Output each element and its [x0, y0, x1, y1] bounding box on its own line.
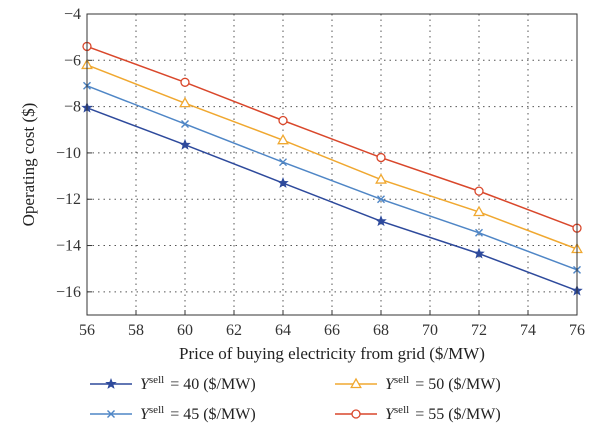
series-1 — [81, 101, 583, 296]
x-tick-label: 56 — [79, 322, 95, 339]
legend-superscript: sell — [148, 374, 165, 386]
legend-swatch — [90, 377, 132, 389]
legend-marker — [350, 377, 362, 389]
y-tick-label: −12 — [56, 191, 81, 208]
y-tick-label: −4 — [64, 6, 81, 23]
x-tick-label: 66 — [324, 322, 340, 339]
data-point-triangle — [473, 205, 485, 217]
legend-symbol: Y — [385, 376, 394, 393]
data-point-star — [473, 247, 485, 259]
data-point-circle — [474, 186, 484, 196]
legend-swatch — [90, 410, 132, 418]
y-tick-label: −16 — [56, 284, 81, 301]
data-point-star — [179, 138, 191, 150]
line-chart: 56 58 60 62 64 66 68 70 72 74 76 −4 −6 −8 −10 −12 −14 −16… — [19, 6, 585, 363]
tick-labels: 56 58 60 62 64 66 68 70 72 74 76 −4 −6 −8 −10 −12 −14 −16 — [56, 6, 585, 339]
x-tick-label: 60 — [177, 322, 193, 339]
legend-symbol: Y — [140, 406, 149, 423]
data-point-triangle — [277, 133, 289, 145]
data-point-x — [181, 119, 189, 128]
grid — [86, 13, 578, 315]
x-tick-label: 58 — [128, 322, 144, 339]
x-tick-label: 62 — [226, 322, 242, 339]
legend-superscript: sell — [393, 404, 410, 416]
series-line — [86, 64, 578, 250]
x-tick-label: 64 — [275, 322, 291, 339]
legend-value: = 55 ($/MW) — [411, 406, 501, 423]
series-line — [86, 107, 578, 292]
legend-swatch — [335, 409, 377, 419]
legend-value: = 40 ($/MW) — [166, 376, 256, 393]
x-tick-label: 70 — [422, 322, 438, 339]
legend-label: Ysell = 45 ($/MW) — [140, 404, 256, 424]
x-tick-label: 74 — [520, 322, 536, 339]
data-point-star — [277, 176, 289, 188]
legend: Ysell = 40 ($/MW) Ysell = 50 ($/MW) Ysell … — [88, 374, 558, 434]
y-tick-label: −14 — [56, 238, 81, 255]
data-point-triangle — [375, 173, 387, 184]
legend-value: = 45 ($/MW) — [166, 406, 256, 423]
series-line — [86, 45, 578, 229]
legend-item: Ysell = 55 ($/MW) — [333, 404, 501, 424]
plot-frame — [86, 13, 578, 316]
series-2 — [83, 81, 581, 274]
y-tick-label: −6 — [64, 52, 81, 69]
data-point-circle — [180, 77, 190, 87]
legend-symbol: Y — [140, 376, 149, 393]
legend-item: Ysell = 40 ($/MW) — [88, 374, 256, 394]
legend-marker — [351, 409, 361, 419]
data-point-circle — [376, 152, 386, 163]
data-point-x — [377, 195, 385, 204]
legend-item: Ysell = 45 ($/MW) — [88, 404, 256, 424]
data-point-x — [475, 228, 483, 237]
y-axis-label: Operating cost ($) — [19, 103, 38, 227]
series-group — [81, 41, 583, 296]
legend-swatch — [335, 377, 377, 389]
x-axis-label: Price of buying electricity from grid ($… — [179, 344, 485, 363]
data-point-triangle — [179, 96, 191, 108]
x-tick-label: 76 — [569, 322, 585, 339]
legend-superscript: sell — [393, 374, 410, 386]
legend-label: Ysell = 40 ($/MW) — [140, 374, 256, 394]
legend-symbol: Y — [385, 406, 394, 423]
x-tick-label: 72 — [471, 322, 487, 339]
legend-label: Ysell = 50 ($/MW) — [385, 374, 501, 394]
series-line — [86, 85, 578, 271]
data-point-x — [279, 158, 287, 167]
x-tick-label: 68 — [373, 322, 389, 339]
legend-label: Ysell = 55 ($/MW) — [385, 404, 501, 424]
series-4 — [82, 41, 582, 233]
data-point-star — [375, 215, 387, 227]
legend-superscript: sell — [148, 404, 165, 416]
y-tick-label: −8 — [64, 99, 81, 116]
legend-marker — [105, 377, 117, 389]
data-point-circle — [278, 115, 288, 126]
y-tick-label: −10 — [56, 145, 81, 162]
legend-marker — [107, 410, 115, 418]
legend-item: Ysell = 50 ($/MW) — [333, 374, 501, 394]
legend-value: = 50 ($/MW) — [411, 376, 501, 393]
